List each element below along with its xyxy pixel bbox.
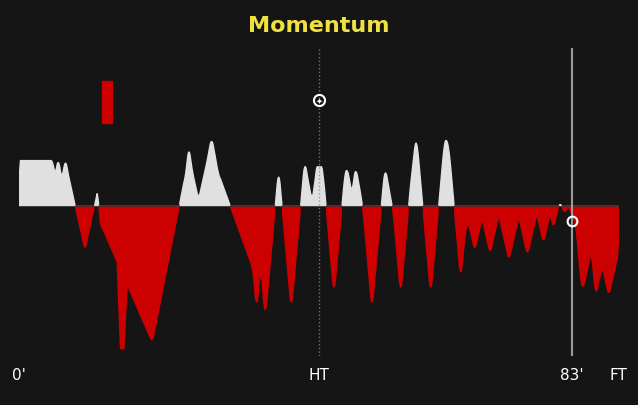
- Title: Momentum: Momentum: [248, 16, 390, 36]
- Text: ✦: ✦: [316, 97, 322, 106]
- Bar: [103, 82, 112, 124]
